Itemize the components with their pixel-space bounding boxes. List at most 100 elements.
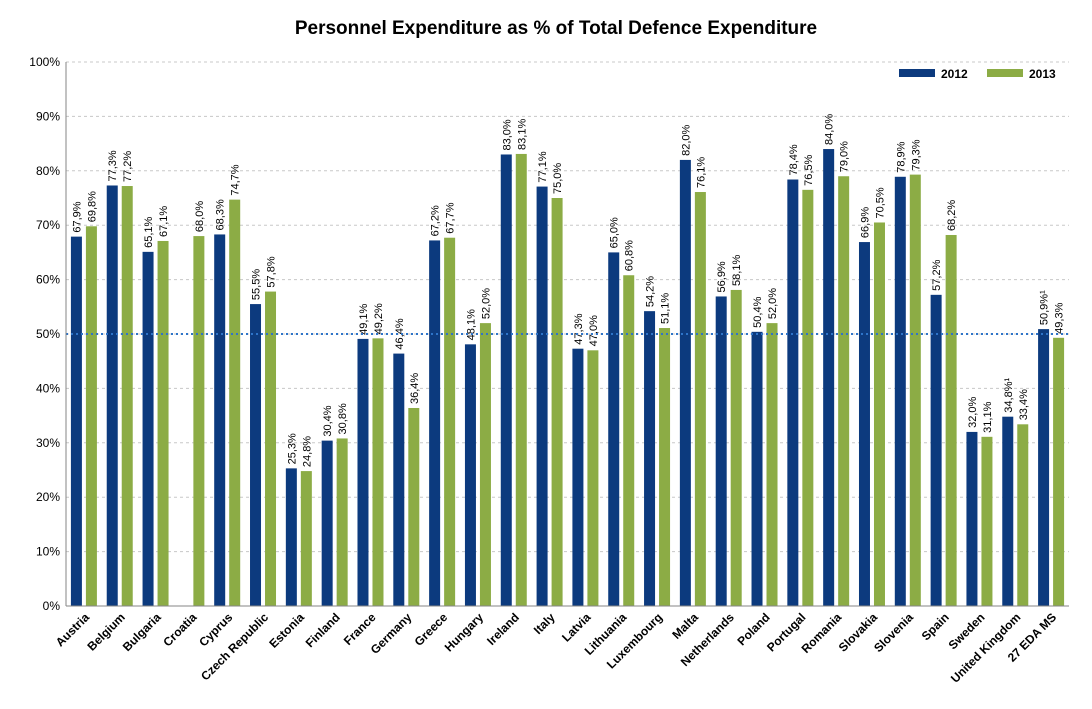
data-label-2012: 25,3%: [286, 433, 298, 464]
bar-2012: [608, 252, 620, 606]
data-label-2012: 54,2%: [645, 276, 657, 307]
legend-label-2013: 2013: [1029, 67, 1056, 81]
bar-2012: [357, 338, 369, 606]
bar-2012: [70, 236, 82, 606]
data-label-2012: 65,1%: [143, 216, 155, 247]
x-tick-label: Latvia: [559, 610, 594, 645]
data-label-2012: 55,5%: [251, 269, 263, 300]
y-tick-label: 60%: [36, 273, 60, 287]
data-label-2012: 78,9%: [895, 141, 907, 172]
bar-2013: [945, 234, 957, 606]
data-label-2013: 51,1%: [660, 293, 672, 324]
bar-2012: [858, 242, 870, 606]
y-tick-label: 100%: [29, 55, 60, 69]
y-tick-label: 0%: [43, 599, 61, 613]
bar-2012: [429, 240, 441, 606]
data-label-2012: 47,3%: [573, 313, 585, 344]
data-label-2013: 49,3%: [1054, 302, 1066, 333]
data-label-2012: 50,9%¹: [1039, 290, 1051, 325]
bar-2012: [214, 234, 226, 606]
bar-2012: [1038, 329, 1050, 606]
bar-2012: [106, 185, 118, 606]
data-label-2013: 79,3%: [910, 139, 922, 170]
bar-2013: [730, 289, 742, 606]
x-tick-label: Czech Republic: [198, 610, 271, 683]
data-label-2013: 74,7%: [230, 164, 242, 195]
bar-2012: [572, 348, 584, 606]
x-tick-label: Malta: [669, 610, 701, 642]
bar-2012: [250, 304, 262, 606]
legend: 2012 2013: [899, 67, 1056, 81]
bar-2013: [336, 438, 348, 606]
bar-2013: [121, 186, 133, 607]
bar-2013: [659, 328, 671, 606]
data-label-2013: 47,0%: [588, 315, 600, 346]
data-label-2013: 30,8%: [337, 403, 349, 434]
bar-2013: [157, 240, 169, 606]
data-label-2013: 77,2%: [122, 151, 134, 182]
bar-2012: [751, 331, 763, 606]
data-label-2013: 52,0%: [480, 288, 492, 319]
bar-2013: [265, 291, 277, 606]
y-tick-label: 50%: [36, 327, 60, 341]
data-label-2012: 34,8%¹: [1003, 377, 1015, 412]
bar-2013: [623, 275, 635, 606]
data-label-2012: 65,0%: [609, 217, 621, 248]
data-label-2012: 66,9%: [859, 207, 871, 238]
data-label-2012: 46,4%: [394, 318, 406, 349]
bar-2012: [644, 311, 656, 606]
data-label-2013: 60,8%: [624, 240, 636, 271]
bar-2012: [464, 344, 476, 606]
y-tick-label: 90%: [36, 109, 60, 123]
data-label-2013: 67,7%: [445, 202, 457, 233]
bar-2012: [894, 176, 906, 606]
bar-2013: [372, 338, 384, 606]
y-tick-label: 70%: [36, 218, 60, 232]
data-label-2013: 76,1%: [695, 157, 707, 188]
bar-2013: [229, 199, 241, 606]
data-label-2012: 48,1%: [465, 309, 477, 340]
bar-2013: [1017, 424, 1029, 606]
bar-2012: [715, 296, 727, 606]
data-label-2012: 49,1%: [358, 303, 370, 334]
y-tick-label: 40%: [36, 381, 60, 395]
bar-2012: [285, 468, 297, 606]
bar-2012: [823, 149, 835, 607]
x-tick-label: Italy: [531, 610, 558, 637]
bar-2012: [787, 179, 799, 606]
data-label-2012: 67,9%: [71, 201, 83, 232]
legend-label-2012: 2012: [941, 67, 968, 81]
x-tick-label: Bulgaria: [120, 610, 164, 654]
x-tick-label: Ireland: [484, 610, 522, 648]
y-tick-label: 20%: [36, 490, 60, 504]
bar-2013: [551, 198, 563, 606]
data-label-2012: 82,0%: [680, 125, 692, 156]
data-label-2013: 24,8%: [301, 436, 313, 467]
data-label-2013: 75,0%: [552, 163, 564, 194]
data-label-2013: 31,1%: [982, 401, 994, 432]
data-labels-layer: 67,9% 69,8% 77,3% 77,2% 65,1% 67,1% 68,0% 68,3%…: [66, 114, 1069, 467]
bar-2012: [321, 440, 333, 606]
bar-2013: [873, 222, 885, 607]
bar-2013: [444, 237, 456, 606]
data-label-2012: 67,2%: [430, 205, 442, 236]
data-label-2012: 83,0%: [501, 119, 513, 150]
bar-2013: [479, 323, 491, 606]
x-tick-label: Hungary: [442, 610, 487, 655]
bar-2013: [193, 236, 205, 606]
x-tick-label: Spain: [919, 610, 952, 643]
data-label-2013: 57,8%: [266, 256, 278, 287]
bar-2013: [300, 471, 312, 606]
data-label-2013: 52,0%: [767, 288, 779, 319]
bars-layer: [70, 149, 1065, 607]
data-label-2012: 77,3%: [107, 150, 119, 181]
bar-2012: [966, 431, 978, 606]
data-label-2013: 49,2%: [373, 303, 385, 334]
data-label-2012: 57,2%: [931, 259, 943, 290]
chart-title: Personnel Expenditure as % of Total Defe…: [294, 18, 818, 39]
bar-2012: [393, 353, 405, 606]
bar-2013: [802, 189, 814, 606]
bar-2013: [1053, 337, 1065, 606]
data-label-2012: 50,4%: [752, 296, 764, 327]
